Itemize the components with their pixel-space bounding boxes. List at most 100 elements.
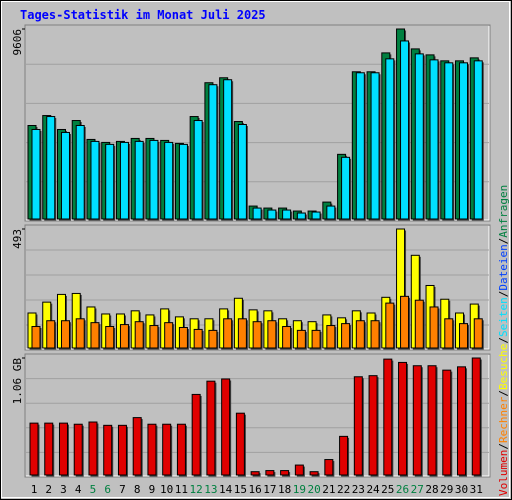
bar bbox=[75, 125, 85, 220]
x-tick-label: 19 bbox=[293, 483, 306, 496]
bar bbox=[444, 318, 454, 349]
bar bbox=[44, 422, 54, 476]
bar bbox=[46, 320, 56, 349]
x-tick-label: 11 bbox=[175, 483, 188, 496]
bar bbox=[29, 422, 39, 476]
legend-entry: Anfragen bbox=[497, 185, 510, 238]
bar bbox=[473, 318, 483, 349]
bar bbox=[341, 156, 351, 220]
x-tick-label: 2 bbox=[45, 483, 52, 496]
panel bbox=[24, 353, 491, 478]
bar bbox=[400, 40, 410, 220]
bar bbox=[326, 325, 336, 349]
legend-entry: Besuche bbox=[497, 344, 510, 390]
bar bbox=[265, 470, 275, 476]
x-tick-label: 12 bbox=[190, 483, 203, 496]
y-tick-label: 9606 bbox=[11, 29, 24, 56]
x-tick-label: 10 bbox=[160, 483, 173, 496]
bar bbox=[235, 412, 245, 476]
bar bbox=[134, 140, 144, 220]
legend-entry: Volumen bbox=[497, 450, 510, 496]
bar bbox=[282, 326, 292, 349]
bar bbox=[221, 378, 231, 476]
bar bbox=[311, 211, 321, 220]
bar bbox=[105, 326, 115, 349]
x-tick-label: 25 bbox=[381, 483, 394, 496]
bar bbox=[444, 62, 454, 220]
bar bbox=[223, 79, 233, 220]
bar bbox=[134, 321, 144, 349]
legend-separator: / bbox=[497, 238, 510, 245]
bar bbox=[193, 120, 203, 220]
bar bbox=[341, 323, 351, 349]
bar bbox=[60, 320, 70, 349]
bar bbox=[164, 322, 174, 349]
bar bbox=[117, 424, 127, 476]
bar bbox=[370, 320, 380, 349]
x-tick-label: 13 bbox=[204, 483, 217, 496]
bar bbox=[370, 72, 380, 220]
bar bbox=[414, 53, 424, 220]
bar bbox=[459, 62, 469, 220]
x-tick-label: 16 bbox=[249, 483, 262, 496]
bar bbox=[208, 84, 218, 220]
bar bbox=[339, 435, 349, 476]
bar bbox=[267, 320, 277, 349]
bar bbox=[178, 143, 188, 220]
legend: Volumen/Rechner/Besuche/Seiten/Dateien/A… bbox=[497, 185, 510, 496]
bar bbox=[237, 123, 247, 220]
x-tick-label: 27 bbox=[411, 483, 424, 496]
bar bbox=[90, 322, 100, 349]
bar bbox=[442, 369, 452, 476]
bar bbox=[429, 306, 439, 349]
bar bbox=[309, 471, 319, 476]
bar bbox=[90, 140, 100, 220]
bar bbox=[75, 318, 85, 349]
x-tick-label: 8 bbox=[134, 483, 141, 496]
bar bbox=[176, 423, 186, 476]
bar bbox=[73, 423, 83, 476]
x-tick-label: 26 bbox=[396, 483, 409, 496]
bar bbox=[105, 143, 115, 220]
bar bbox=[250, 471, 260, 476]
bar bbox=[31, 326, 41, 349]
x-tick-label: 7 bbox=[119, 483, 126, 496]
x-tick-label: 29 bbox=[440, 483, 453, 496]
bar bbox=[132, 417, 142, 476]
x-tick-label: 18 bbox=[278, 483, 291, 496]
bar bbox=[383, 358, 393, 476]
x-tick-label: 4 bbox=[75, 483, 82, 496]
legend-separator: / bbox=[497, 291, 510, 298]
bar bbox=[60, 131, 70, 220]
bar bbox=[147, 423, 157, 476]
bar bbox=[353, 376, 363, 476]
bar bbox=[58, 422, 68, 476]
bar bbox=[294, 464, 304, 476]
x-tick-label: 24 bbox=[366, 483, 380, 496]
bar bbox=[267, 209, 277, 220]
bar bbox=[191, 393, 201, 476]
bar bbox=[162, 423, 172, 476]
x-tick-label: 3 bbox=[60, 483, 67, 496]
bar bbox=[149, 325, 159, 349]
x-tick-label: 28 bbox=[425, 483, 438, 496]
legend-separator: / bbox=[497, 390, 510, 397]
x-tick-label: 30 bbox=[455, 483, 468, 496]
legend-separator: / bbox=[497, 337, 510, 344]
x-tick-label: 21 bbox=[322, 483, 335, 496]
x-tick-label: 20 bbox=[307, 483, 320, 496]
bar bbox=[296, 329, 306, 349]
legend-entry: Dateien bbox=[497, 244, 510, 290]
x-tick-label: 17 bbox=[263, 483, 276, 496]
bar bbox=[149, 139, 159, 220]
bar bbox=[398, 361, 408, 476]
x-tick-label: 23 bbox=[352, 483, 365, 496]
bar bbox=[368, 375, 378, 476]
bar bbox=[280, 470, 290, 476]
bar bbox=[459, 323, 469, 349]
bar bbox=[164, 141, 174, 220]
x-tick-label: 14 bbox=[219, 483, 233, 496]
x-tick-label: 22 bbox=[337, 483, 350, 496]
bar bbox=[252, 321, 262, 349]
